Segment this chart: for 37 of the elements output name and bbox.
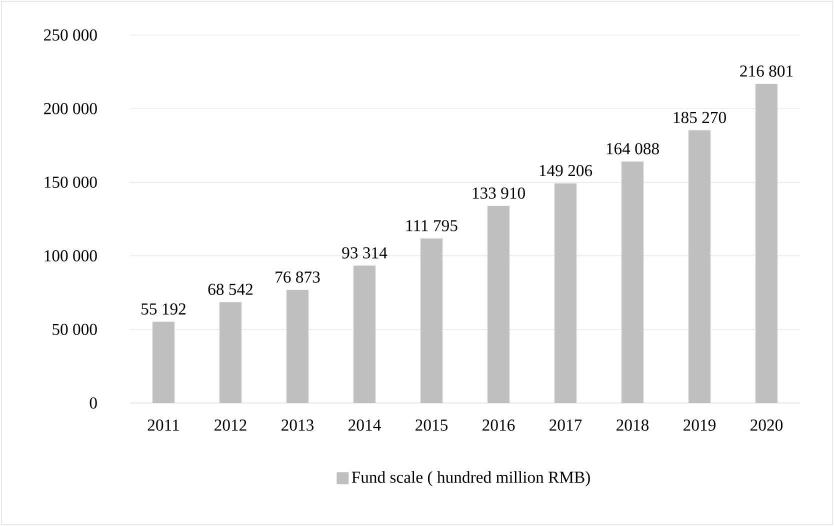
x-tick-label: 2016 (482, 419, 515, 431)
data-label: 133 910 (472, 187, 525, 199)
x-tick-label: 2017 (550, 419, 582, 431)
data-label: 216 801 (740, 65, 793, 77)
bar (152, 322, 175, 403)
bar (756, 84, 778, 403)
x-tick-label: 2019 (684, 419, 716, 431)
bar (688, 130, 711, 403)
x-tick-label: 2012 (214, 419, 246, 431)
bar (554, 183, 577, 403)
data-label: 164 088 (606, 143, 659, 154)
y-tick-label: 100 000 (44, 250, 97, 262)
x-tick-label: 2018 (616, 419, 649, 431)
bar (354, 266, 376, 403)
bar (622, 161, 644, 403)
x-tick-label: 2013 (282, 419, 314, 431)
y-tick-label: 200 000 (44, 102, 97, 114)
y-tick-label: 0 (90, 397, 97, 409)
bar (220, 302, 242, 403)
data-label: 111 795 (406, 220, 458, 232)
bar (286, 290, 309, 403)
legend-label: Fund scale ( hundred million RMB) (352, 471, 590, 486)
y-tick-label: 50 000 (52, 324, 97, 336)
data-label: 76 873 (276, 271, 320, 283)
data-label: 149 206 (540, 164, 592, 176)
data-label: 93 314 (342, 247, 388, 258)
x-tick-label: 2015 (416, 419, 448, 431)
data-label: 185 270 (674, 112, 726, 124)
data-label: 55 192 (142, 303, 186, 315)
bar (420, 238, 443, 403)
x-tick-label: 2020 (750, 419, 783, 431)
y-tick-label: 150 000 (44, 176, 97, 188)
bar (488, 206, 510, 403)
x-tick-label: 2014 (348, 419, 381, 431)
data-label: 68 542 (208, 284, 253, 295)
y-tick-label: 250 000 (44, 29, 97, 41)
x-tick-label: 2011 (148, 419, 179, 431)
